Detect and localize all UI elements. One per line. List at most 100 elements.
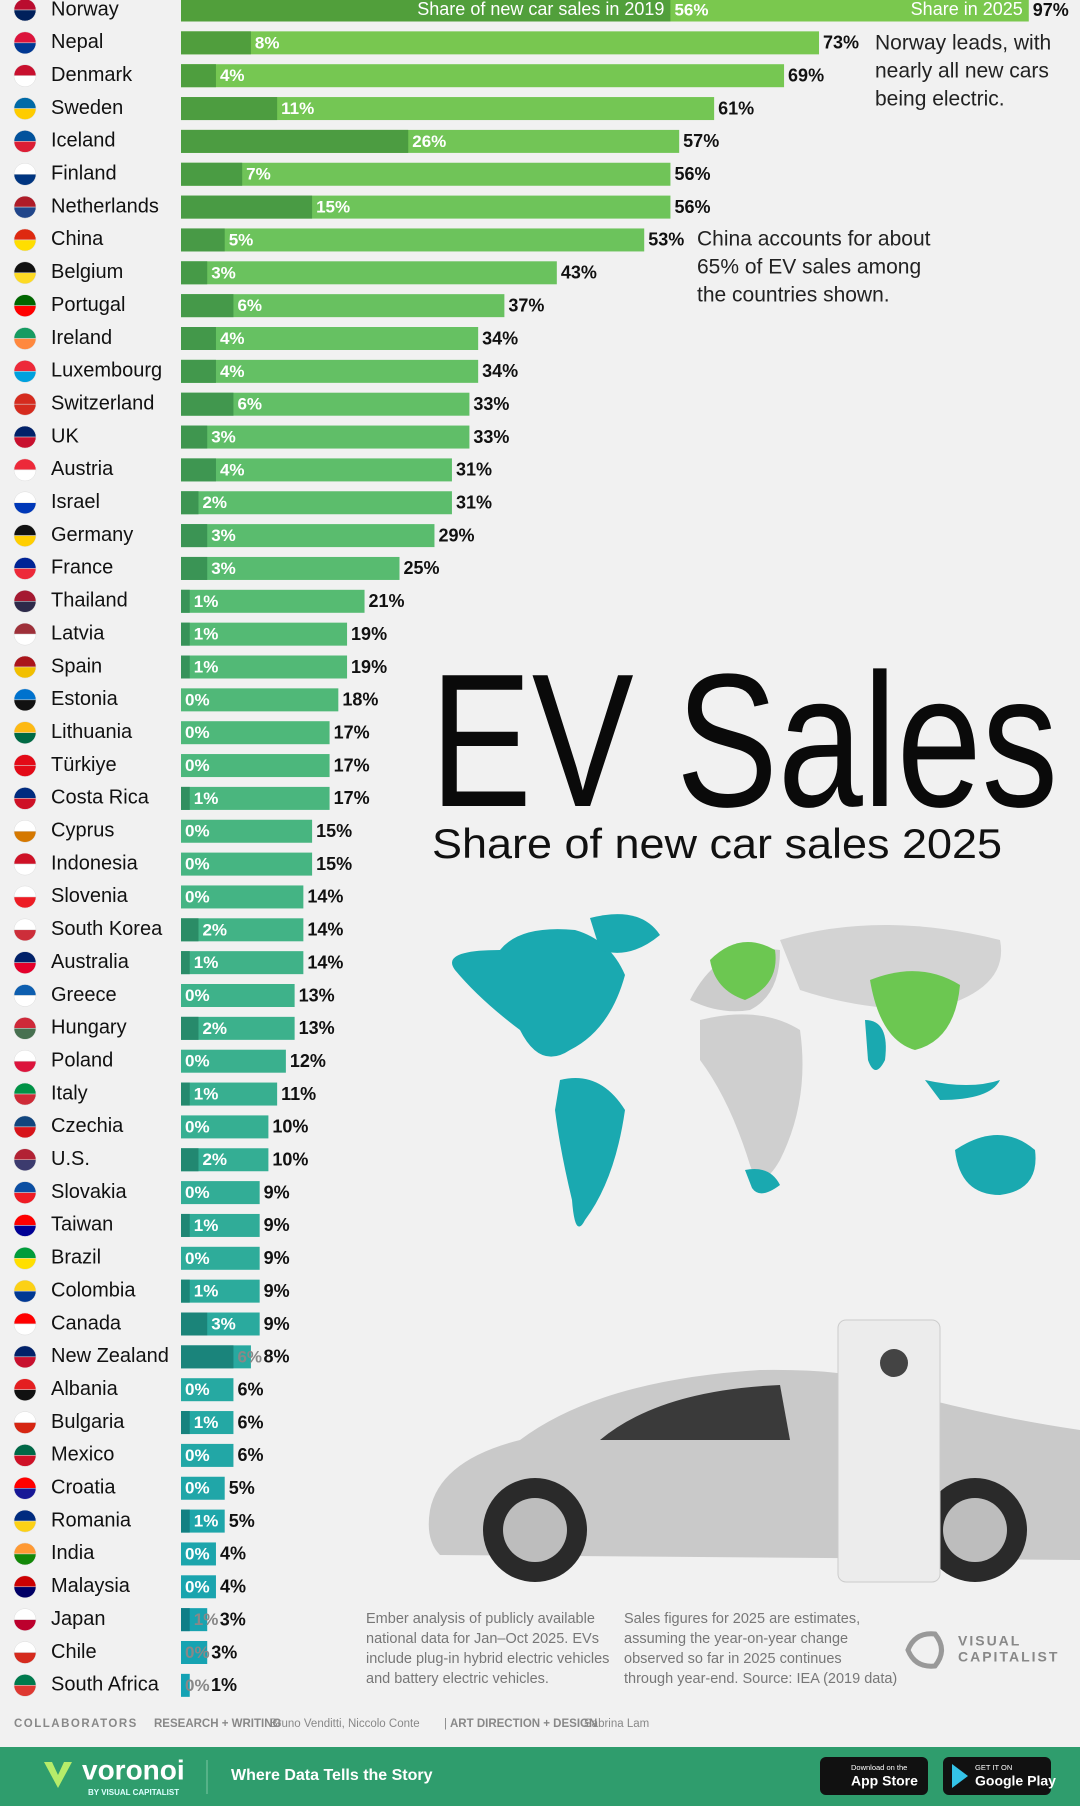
bar-2019	[181, 1345, 234, 1369]
bar-2025	[181, 1542, 216, 1566]
value-label-2019: 0%	[185, 1479, 210, 1498]
value-label-2019: 1%	[194, 1413, 219, 1432]
bar-2025	[181, 786, 330, 810]
value-label-2019: 0%	[185, 1117, 210, 1136]
value-label-2019: 1%	[194, 1085, 219, 1104]
value-label-2025: 17%	[334, 755, 370, 775]
flag	[13, 1192, 37, 1204]
flag	[13, 195, 37, 208]
country-label: Albania	[51, 1378, 119, 1400]
bar-2025	[181, 392, 470, 416]
bar-2019	[181, 294, 234, 318]
value-label-2025: 33%	[473, 394, 509, 414]
value-label-2019: 3%	[211, 428, 236, 447]
flag	[13, 502, 37, 514]
flag	[13, 1082, 37, 1095]
byline: BY VISUAL CAPITALIST	[88, 1788, 179, 1797]
country-label: Indonesia	[51, 852, 139, 874]
flag	[13, 721, 37, 733]
value-label-2025: 57%	[683, 131, 719, 151]
flag	[13, 0, 37, 11]
country-label: Italy	[51, 1082, 88, 1104]
google-play-button[interactable]	[943, 1757, 1051, 1795]
flag	[13, 688, 37, 701]
flag	[13, 765, 37, 777]
flag	[13, 1290, 37, 1303]
country-label: France	[51, 557, 113, 579]
tagline: Where Data Tells the Story	[231, 1767, 433, 1784]
flag	[13, 1641, 37, 1653]
country-label: Israel	[51, 491, 100, 513]
annotation-line: China accounts for about	[697, 228, 931, 251]
annotation-norway: Norway leads, with nearly all new cars b…	[875, 32, 1051, 111]
value-label-2025: 17%	[334, 722, 370, 742]
country-label: UK	[51, 425, 79, 447]
flag	[13, 1608, 37, 1620]
value-label-2019: 2%	[202, 1150, 227, 1169]
bar-2019	[181, 392, 234, 416]
value-label-2019: 1%	[194, 1512, 219, 1531]
flag	[13, 64, 37, 76]
bar-2025	[181, 1509, 225, 1533]
flag	[13, 962, 37, 974]
bar-2019	[181, 1279, 190, 1303]
country-label: Luxembourg	[51, 360, 162, 382]
value-label-2019: 0%	[185, 1052, 210, 1071]
value-label-2025: 31%	[456, 493, 492, 513]
value-label-2025: 9%	[264, 1182, 290, 1202]
note-line: include plug-in hybrid electric vehicles	[366, 1651, 609, 1667]
value-label-2019: 2%	[202, 493, 227, 512]
flag	[13, 666, 37, 679]
flag	[13, 820, 37, 832]
bar-2025	[181, 425, 470, 449]
value-label-2025: 4%	[220, 1544, 246, 1564]
flag	[13, 31, 37, 44]
country-label: Iceland	[51, 130, 116, 152]
bar-2025	[181, 589, 365, 613]
flag	[13, 327, 37, 339]
value-label-2025: 21%	[369, 591, 405, 611]
bar-2019	[181, 1608, 190, 1632]
country-label: New Zealand	[51, 1345, 169, 1367]
value-label-2025: 34%	[482, 361, 518, 381]
note-line: assuming the year-on-year change	[624, 1631, 848, 1647]
value-label-2019: 1%	[194, 657, 219, 676]
country-label: Lithuania	[51, 721, 133, 743]
country-label: Colombia	[51, 1279, 136, 1301]
bar-2025	[181, 655, 348, 679]
bar-2025	[181, 294, 505, 318]
country-label: Bulgaria	[51, 1411, 125, 1433]
store-caption: Download on the	[851, 1763, 907, 1772]
bar-2025	[181, 228, 645, 252]
country-label: Poland	[51, 1049, 113, 1071]
flag	[13, 1674, 37, 1686]
bar-2025	[181, 64, 785, 88]
value-label-2025: 5%	[229, 1511, 255, 1531]
vc-logo: VISUAL CAPITALIST	[905, 1631, 1057, 1669]
country-label: Germany	[51, 524, 133, 546]
value-label-2025: 13%	[299, 985, 335, 1005]
country-label: Sweden	[51, 97, 123, 119]
legend-2019: Share of new car sales in 2019	[417, 0, 664, 19]
chart-subtitle: Share of new car sales 2025	[432, 820, 1002, 867]
annotation-line: Norway leads, with	[875, 32, 1051, 55]
bar-2025	[181, 1016, 295, 1040]
flag	[13, 491, 37, 503]
value-label-2019: 0%	[185, 986, 210, 1005]
flag	[13, 896, 37, 909]
value-label-2025: 43%	[561, 263, 597, 283]
value-label-2025: 4%	[220, 1577, 246, 1597]
value-label-2025: 5%	[229, 1478, 255, 1498]
note-line: Sales figures for 2025 are estimates,	[624, 1611, 860, 1627]
flag	[13, 272, 37, 284]
bar-2025	[181, 819, 313, 843]
bar-2025	[181, 1641, 208, 1664]
value-label-2025: 61%	[718, 98, 754, 118]
note-line: Ember analysis of publicly available	[366, 1611, 595, 1627]
flag	[13, 568, 37, 580]
flag	[13, 228, 37, 241]
country-label: India	[51, 1542, 95, 1564]
flag	[13, 1279, 37, 1292]
app-store-button[interactable]	[820, 1757, 928, 1795]
value-label-2025: 9%	[264, 1314, 290, 1334]
